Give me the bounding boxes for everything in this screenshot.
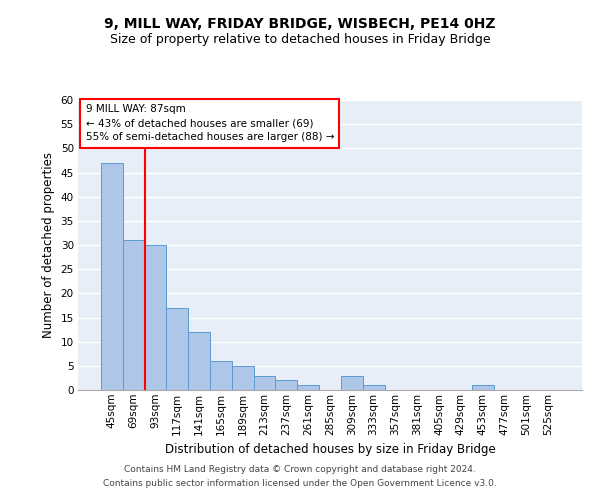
Bar [363, 385, 385, 390]
Bar [123, 240, 145, 390]
Bar [341, 376, 363, 390]
Bar [166, 308, 188, 390]
Text: Size of property relative to detached houses in Friday Bridge: Size of property relative to detached ho… [110, 32, 490, 46]
Text: 9 MILL WAY: 87sqm
← 43% of detached houses are smaller (69)
55% of semi-detached: 9 MILL WAY: 87sqm ← 43% of detached hous… [86, 104, 334, 142]
Bar [297, 385, 319, 390]
Y-axis label: Number of detached properties: Number of detached properties [42, 152, 55, 338]
Bar [101, 163, 123, 390]
Bar [472, 385, 494, 390]
Bar [188, 332, 210, 390]
X-axis label: Distribution of detached houses by size in Friday Bridge: Distribution of detached houses by size … [164, 443, 496, 456]
Text: Contains HM Land Registry data © Crown copyright and database right 2024.
Contai: Contains HM Land Registry data © Crown c… [103, 466, 497, 487]
Bar [232, 366, 254, 390]
Text: 9, MILL WAY, FRIDAY BRIDGE, WISBECH, PE14 0HZ: 9, MILL WAY, FRIDAY BRIDGE, WISBECH, PE1… [104, 18, 496, 32]
Bar [275, 380, 297, 390]
Bar [254, 376, 275, 390]
Bar [210, 361, 232, 390]
Bar [145, 245, 166, 390]
